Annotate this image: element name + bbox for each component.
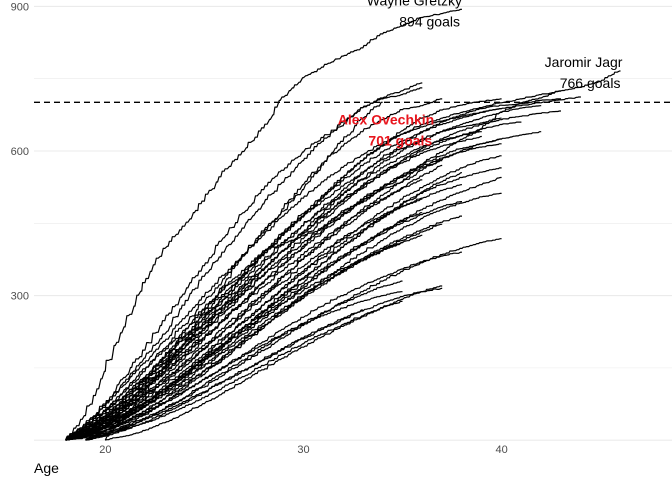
career-line-5: [65, 87, 423, 441]
x-tick-label: 20: [99, 444, 111, 456]
y-tick-label: 600: [11, 146, 29, 158]
career-line-40: [65, 291, 403, 441]
career-line-12: [65, 108, 502, 441]
y-tick-label: 300: [11, 291, 29, 303]
career-line-20: [65, 143, 502, 441]
x-axis-ticks: 20 30 40: [99, 444, 508, 456]
career-line-11: [85, 96, 581, 441]
career-line-43: [65, 300, 403, 441]
career-line-8: [65, 90, 561, 441]
career-line-18: [65, 135, 482, 441]
y-axis-ticks: 300 600 900: [11, 1, 29, 302]
career-line-32: [65, 212, 423, 441]
x-tick-label: 30: [297, 444, 309, 456]
x-tick-label: 40: [495, 444, 507, 456]
career-line-14: [65, 117, 502, 441]
career-line-17: [65, 131, 542, 441]
career-line-35: [65, 234, 423, 441]
annotation-goals: 701 goals: [368, 132, 432, 148]
career-line-31: [65, 201, 462, 441]
annotations: Wayne Gretzky 894 goals Jaromir Jagr 766 go…: [338, 0, 623, 148]
annotation-name: Alex Ovechkin: [338, 111, 435, 127]
career-line-16: [65, 131, 482, 441]
grid: [34, 5, 672, 441]
career-line-44: [105, 285, 443, 441]
career-line-30: [65, 198, 423, 441]
annotation-name: Wayne Gretzky: [367, 0, 462, 8]
career-line-28: [65, 179, 423, 441]
y-tick-label: 900: [11, 1, 29, 13]
annotation-goals: 894 goals: [399, 13, 460, 29]
career-line-42: [85, 309, 363, 441]
career-line-1: [65, 8, 462, 441]
career-line-37: [65, 242, 403, 441]
career-line-25: [65, 160, 443, 441]
career-line-10: [65, 98, 561, 441]
annotation-name: Jaromir Jagr: [545, 54, 623, 70]
annotation-goals: 766 goals: [560, 75, 621, 91]
career-lines: [65, 8, 621, 441]
career-line-21: [65, 164, 443, 441]
x-axis-title: Age: [34, 460, 59, 476]
